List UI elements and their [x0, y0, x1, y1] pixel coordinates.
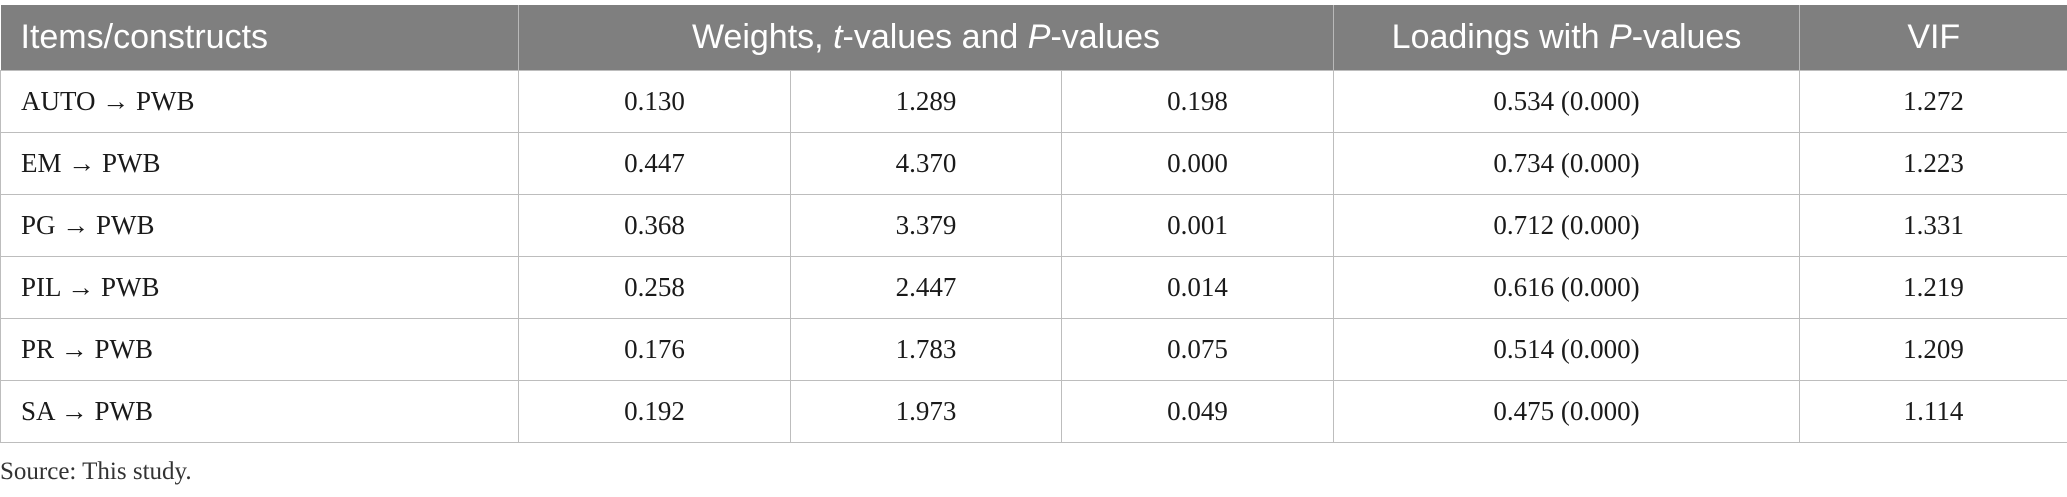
construct-cell: SA → PWB [0, 380, 519, 443]
table-row: PG → PWB 0.368 3.379 0.001 0.712 (0.000)… [0, 194, 2067, 257]
weight-cell: 0.447 [518, 132, 791, 195]
t-value-cell: 2.447 [790, 256, 1062, 319]
p-value-cell: 0.075 [1060, 318, 1335, 381]
source-footnote: Source: This study. [0, 458, 192, 485]
vif-cell: 1.209 [1799, 318, 2067, 381]
loading-cell: 0.534 (0.000) [1333, 70, 1801, 133]
table-row: SA → PWB 0.192 1.973 0.049 0.475 (0.000)… [0, 380, 2067, 443]
table-row: AUTO → PWB 0.130 1.289 0.198 0.534 (0.00… [0, 70, 2067, 133]
header-items-constructs: Items/constructs [0, 5, 519, 71]
header-vif-label: VIF [1907, 18, 1961, 56]
table-row: PIL → PWB 0.258 2.447 0.014 0.616 (0.000… [0, 256, 2067, 319]
header-weights-mid: -values and [842, 18, 1028, 56]
weight-cell: 0.192 [518, 380, 791, 443]
loading-cell: 0.475 (0.000) [1333, 380, 1801, 443]
construct-cell: PG → PWB [0, 194, 519, 257]
weight-cell: 0.258 [518, 256, 791, 319]
table-row: EM → PWB 0.447 4.370 0.000 0.734 (0.000)… [0, 132, 2067, 195]
p-value-cell: 0.049 [1060, 380, 1335, 443]
header-loadings: Loadings with P-values [1333, 5, 1800, 71]
table-header-row: Items/constructs Weights, t-values and P… [0, 5, 2067, 71]
header-loadings-pre: Loadings with [1391, 18, 1610, 56]
construct-cell: PR → PWB [0, 318, 519, 381]
vif-cell: 1.223 [1799, 132, 2067, 195]
header-vif: VIF [1799, 5, 2067, 71]
construct-cell: AUTO → PWB [0, 70, 519, 133]
vif-cell: 1.219 [1799, 256, 2067, 319]
table-row: PR → PWB 0.176 1.783 0.075 0.514 (0.000)… [0, 318, 2067, 381]
weight-cell: 0.176 [518, 318, 791, 381]
p-value-cell: 0.014 [1060, 256, 1335, 319]
p-value-cell: 0.198 [1060, 70, 1335, 133]
t-value-cell: 4.370 [790, 132, 1062, 195]
header-weights-t: t [833, 18, 843, 56]
loading-cell: 0.514 (0.000) [1333, 318, 1801, 381]
t-value-cell: 3.379 [790, 194, 1062, 257]
construct-cell: EM → PWB [0, 132, 519, 195]
loading-cell: 0.734 (0.000) [1333, 132, 1801, 195]
t-value-cell: 1.289 [790, 70, 1062, 133]
header-items-label: Items/constructs [20, 18, 269, 56]
p-value-cell: 0.001 [1060, 194, 1335, 257]
weight-cell: 0.130 [518, 70, 791, 133]
results-table: Items/constructs Weights, t-values and P… [0, 5, 2067, 443]
header-loadings-post: -values [1631, 18, 1742, 56]
t-value-cell: 1.973 [790, 380, 1062, 443]
loading-cell: 0.712 (0.000) [1333, 194, 1801, 257]
header-weights-pre: Weights, [691, 18, 834, 56]
header-loadings-p: P [1609, 18, 1632, 56]
t-value-cell: 1.783 [790, 318, 1062, 381]
vif-cell: 1.114 [1799, 380, 2067, 443]
weight-cell: 0.368 [518, 194, 791, 257]
vif-cell: 1.272 [1799, 70, 2067, 133]
construct-cell: PIL → PWB [0, 256, 519, 319]
p-value-cell: 0.000 [1060, 132, 1335, 195]
header-weights-post: -values [1050, 18, 1161, 56]
vif-cell: 1.331 [1799, 194, 2067, 257]
loading-cell: 0.616 (0.000) [1333, 256, 1801, 319]
header-weights-p: P [1027, 18, 1051, 56]
header-weights-t-p-values: Weights, t-values and P-values [517, 5, 1334, 71]
